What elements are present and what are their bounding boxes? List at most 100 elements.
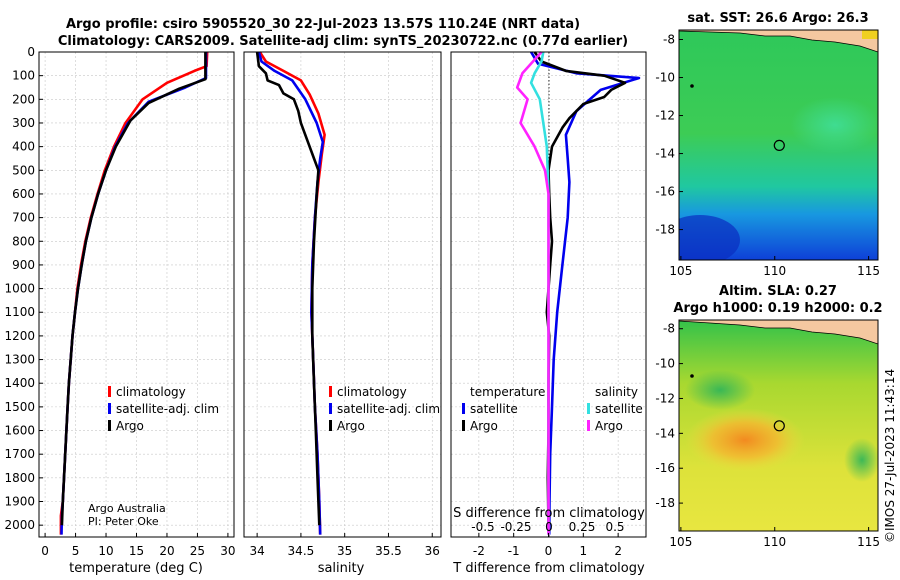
legend-swatch-satellite [108, 403, 111, 414]
lat-tick-label: -16 [655, 185, 675, 199]
lon-tick-label: 110 [763, 264, 786, 278]
x-tick-label: -2 [473, 544, 485, 558]
difference-panel: -2 -1 0 1 2 -0.5 -0.25 0 0.25 0.5 S difference f… [450, 51, 647, 576]
sst-field [679, 30, 878, 260]
temperature-grid [39, 51, 234, 537]
lat-tick-label: -12 [655, 109, 675, 123]
sla-low-anomaly-east [844, 438, 878, 482]
series-line-argo [255, 51, 321, 526]
depth-tick-labels: 0 100 200 300 400 500 600 700 800 900 1000 1100 1200… [4, 45, 43, 532]
lon-tick-label: 115 [857, 264, 880, 278]
legend-label-satellite: satellite-adj. clim [337, 402, 440, 416]
lat-tick-label: -10 [655, 71, 675, 85]
x-tick-label: 34.5 [288, 544, 315, 558]
sst-map-frame [678, 29, 879, 261]
s-tick-label: 0.25 [569, 520, 596, 534]
sla-map-title: Altim. SLA: 0.27 [719, 284, 837, 299]
s-difference-xlabel: S difference from climatology [453, 506, 645, 521]
temperature-panel: 0100200300400500600700800900100011001200… [4, 45, 235, 576]
sla-map: Altim. SLA: 0.27 Argo h1000: 0.19 h2000:… [655, 284, 882, 549]
sla-latitude-ticks: -8 -10 -12 -14 -16 -18 [655, 322, 683, 510]
y-tick-label: 900 [12, 258, 35, 272]
lon-tick-label: 115 [857, 535, 880, 549]
salinity-legend: climatology satellite-adj. clim Argo [329, 385, 440, 433]
y-tick-label: 1000 [4, 282, 35, 296]
y-tick-label: 1400 [4, 376, 35, 390]
s-tick-label: 0.5 [605, 520, 624, 534]
sst-longitude-ticks: 105 110 115 [669, 256, 880, 278]
temperature-profiles [59, 51, 209, 535]
y-tick-label: 1800 [4, 471, 35, 485]
y-tick-label: 1900 [4, 495, 35, 509]
lat-tick-label: -18 [655, 223, 675, 237]
y-tick-label: 800 [12, 234, 35, 248]
java-coastline [679, 30, 878, 53]
difference-profiles [515, 51, 641, 535]
sst-hot-corner [862, 30, 878, 39]
lat-tick-label: -14 [655, 426, 675, 440]
x-tick-label: 10 [98, 544, 113, 558]
sla-field [679, 320, 878, 531]
figure-title-line1: Argo profile: csiro 5905520_30 22-Jul-20… [66, 17, 580, 32]
legend-swatch-climatology [108, 386, 111, 397]
legend-label-satellite: satellite-adj. clim [116, 402, 219, 416]
x-tick-label: 36 [425, 544, 440, 558]
difference-legend: temperature satellite Argo salinity sate… [462, 385, 643, 433]
legend-label-s-argo: Argo [595, 419, 623, 433]
series-line-argo [60, 52, 207, 526]
credit-line1: Argo Australia [88, 502, 166, 515]
legend-label-argo: Argo [116, 419, 144, 433]
salinity-xlabel: salinity [318, 561, 365, 576]
legend-swatch-s-argo [587, 420, 590, 431]
x-tick-label: 2 [614, 544, 622, 558]
s-tick-label: 0 [545, 520, 553, 534]
sst-warm-patch [790, 97, 878, 153]
x-tick-label: 15 [129, 544, 144, 558]
credit-line2: PI: Peter Oke [88, 515, 159, 528]
legend-label-argo: Argo [337, 419, 365, 433]
t-difference-xlabel: T difference from climatology [452, 561, 645, 576]
salinity-grid [244, 51, 441, 537]
x-tick-label: 35.5 [375, 544, 402, 558]
legend-label-climatology: climatology [337, 385, 407, 399]
s-difference-tick-labels: -0.5 -0.25 0 0.25 0.5 [471, 520, 624, 534]
x-tick-label: 0 [545, 544, 553, 558]
java-coastline [679, 320, 878, 345]
legend-swatch-s-satellite [587, 403, 590, 414]
sst-map: sat. SST: 26.6 Argo: 26.3 -8 -10 -12 -14 -16… [655, 11, 880, 278]
lat-tick-label: -8 [663, 33, 675, 47]
x-tick-label: 30 [220, 544, 235, 558]
lat-tick-label: -12 [655, 391, 675, 405]
figure-title-line2: Climatology: CARS2009. Satellite-adj cli… [58, 34, 628, 49]
series-line-s-argo [515, 51, 550, 535]
sla-high-anomaly [685, 408, 805, 472]
island-marker [690, 84, 694, 88]
series-line-satellite-adj-clim [60, 52, 208, 535]
lon-tick-label: 105 [669, 264, 692, 278]
sla-map-subtitle: Argo h1000: 0.19 h2000: 0.2 [673, 301, 882, 316]
lon-tick-label: 105 [669, 535, 692, 549]
lat-tick-label: -18 [655, 496, 675, 510]
legend-swatch-argo [108, 420, 111, 431]
y-tick-label: 100 [12, 69, 35, 83]
y-tick-label: 500 [12, 163, 35, 177]
legend-label-s-satellite: satellite [595, 402, 643, 416]
y-tick-label: 300 [12, 116, 35, 130]
lat-tick-label: -10 [655, 357, 675, 371]
imos-watermark: ©IMOS 27-Jul-2023 11:43:14 [883, 369, 897, 543]
salinity-profiles [255, 51, 326, 535]
y-tick-label: 700 [12, 211, 35, 225]
y-tick-label: 1700 [4, 447, 35, 461]
legend-label-climatology: climatology [116, 385, 186, 399]
x-tick-label: 25 [190, 544, 205, 558]
y-tick-label: 200 [12, 92, 35, 106]
lat-tick-label: -16 [655, 461, 675, 475]
lat-tick-label: -14 [655, 147, 675, 161]
y-tick-label: 0 [27, 45, 35, 59]
y-tick-label: 1100 [4, 305, 35, 319]
x-tick-label: 35 [337, 544, 352, 558]
lat-tick-label: -8 [663, 322, 675, 336]
x-tick-label: 34 [249, 544, 264, 558]
x-tick-label: 1 [580, 544, 588, 558]
